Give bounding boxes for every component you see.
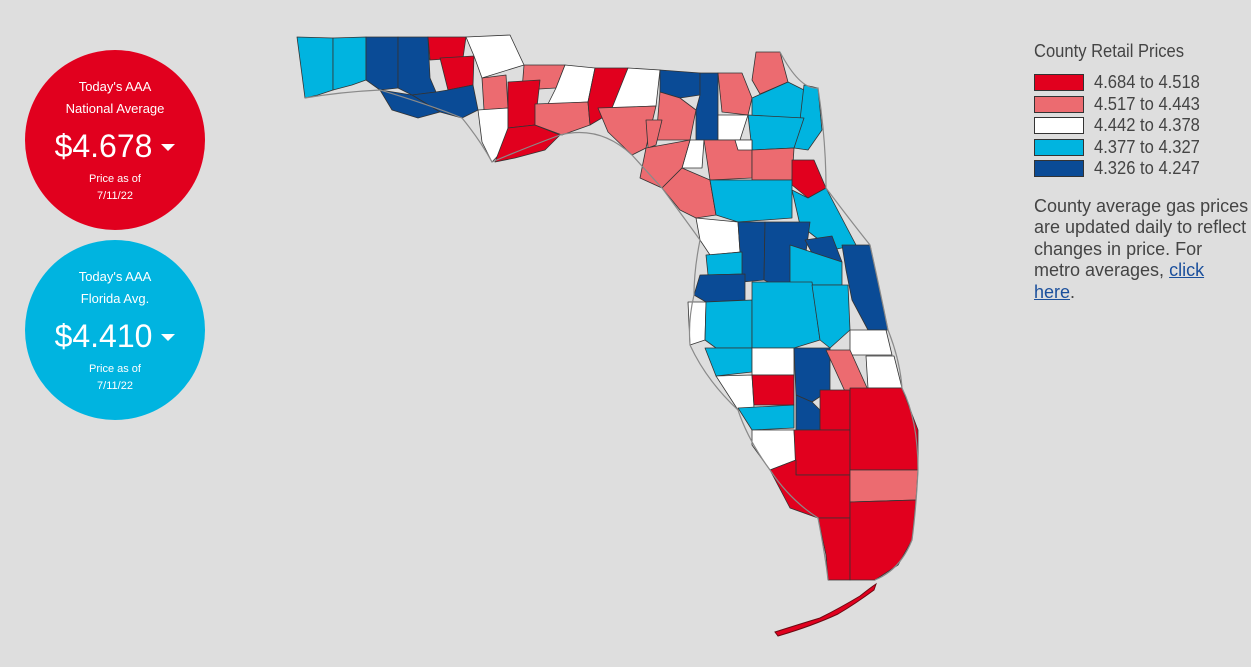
county-bay[interactable]	[411, 84, 479, 119]
county-hamilton[interactable]	[659, 69, 701, 99]
county-citrus[interactable]	[695, 217, 741, 256]
caret-down-icon[interactable]	[161, 143, 176, 151]
county-suwannee[interactable]	[655, 91, 697, 141]
legend-row: 4.517 to 4.443	[1034, 94, 1249, 116]
county-glades[interactable]	[819, 389, 851, 431]
county-manatee[interactable]	[704, 347, 753, 377]
county-escambia[interactable]	[296, 36, 334, 99]
legend-range-1: 4.684 to 4.518	[1094, 72, 1200, 93]
county-palm-beach[interactable]	[849, 387, 919, 471]
county-bradford[interactable]	[734, 139, 753, 151]
county-highlands[interactable]	[795, 394, 821, 431]
florida-line2: Florida Avg.	[80, 291, 150, 306]
county-indian-river[interactable]	[849, 329, 893, 356]
national-line1: Today's AAA	[78, 79, 152, 94]
national-price-value: $4.678	[54, 128, 153, 164]
county-monroe-main[interactable]	[817, 517, 851, 581]
county-hardee[interactable]	[751, 347, 795, 376]
metro-averages-link[interactable]: click here	[1034, 260, 1205, 302]
legend-range-5: 4.326 to 4.247	[1094, 158, 1200, 179]
county-washington[interactable]	[439, 55, 475, 91]
county-miami-dade[interactable]	[849, 499, 917, 581]
county-pasco[interactable]	[693, 273, 746, 303]
county-calhoun[interactable]	[481, 74, 509, 111]
legend-swatch-4	[1034, 138, 1084, 156]
legend-title: County Retail Prices	[1034, 41, 1185, 61]
national-average-badge: Today's AAA National Average $4.678 Pric…	[25, 50, 205, 230]
county-hillsborough[interactable]	[704, 299, 753, 349]
county-santa-rosa[interactable]	[332, 36, 367, 91]
county-okaloosa[interactable]	[365, 36, 399, 91]
legend-swatch-3	[1034, 117, 1084, 135]
county-marion[interactable]	[709, 179, 793, 223]
national-asof-label: Price as of	[89, 173, 141, 185]
legend-range-3: 4.442 to 4.378	[1094, 115, 1200, 136]
legend-note-text: County average gas prices are updated da…	[1034, 195, 1249, 281]
legend-note: County average gas prices are updated da…	[1034, 196, 1249, 304]
national-asof-date: 7/11/22	[97, 190, 133, 202]
florida-asof-date: 7/11/22	[97, 380, 133, 392]
county-okaloosa-coast[interactable]	[379, 89, 441, 119]
gulf-coastline	[304, 89, 829, 581]
florida-asof-label: Price as of	[89, 363, 141, 375]
county-wakulla[interactable]	[534, 101, 591, 136]
florida-price[interactable]: $4.410	[55, 317, 176, 355]
county-jefferson[interactable]	[587, 67, 629, 126]
county-martin[interactable]	[865, 355, 903, 389]
legend-swatch-2	[1034, 95, 1084, 113]
national-price[interactable]: $4.678	[55, 127, 176, 165]
legend-range-2: 4.517 to 4.443	[1094, 93, 1200, 114]
county-taylor[interactable]	[597, 105, 657, 156]
county-hernando[interactable]	[705, 251, 743, 276]
county-hendry[interactable]	[793, 429, 851, 476]
county-pinellas[interactable]	[687, 301, 707, 346]
legend-note-end: .	[1070, 281, 1076, 302]
legend-row: 4.377 to 4.327	[1034, 137, 1249, 159]
atlantic-coastline	[779, 51, 919, 581]
florida-county-map[interactable]	[0, 0, 1000, 667]
florida-price-value: $4.410	[54, 318, 153, 354]
legend: County Retail Prices 4.684 to 4.518 4.51…	[1034, 40, 1249, 303]
county-polk[interactable]	[751, 281, 821, 349]
florida-average-badge: Today's AAA Florida Avg. $4.410 Price as…	[25, 240, 205, 420]
county-putnam[interactable]	[751, 147, 795, 181]
county-jackson[interactable]	[465, 34, 525, 79]
county-charlotte[interactable]	[737, 404, 795, 431]
national-line2: National Average	[65, 101, 165, 116]
legend-row: 4.326 to 4.247	[1034, 158, 1249, 180]
legend-range-4: 4.377 to 4.327	[1094, 136, 1200, 157]
florida-line1: Today's AAA	[78, 269, 152, 284]
county-nassau[interactable]	[717, 72, 753, 116]
county-osceola[interactable]	[811, 284, 851, 349]
county-desoto[interactable]	[751, 374, 795, 406]
legend-swatch-1	[1034, 74, 1084, 92]
legend-row: 4.684 to 4.518	[1034, 72, 1249, 94]
legend-row: 4.442 to 4.378	[1034, 115, 1249, 137]
county-broward[interactable]	[849, 469, 919, 503]
legend-swatch-5	[1034, 160, 1084, 178]
county-baker[interactable]	[717, 114, 749, 141]
caret-down-icon[interactable]	[161, 333, 176, 341]
county-lafayette[interactable]	[645, 119, 663, 149]
florida-keys	[774, 582, 877, 637]
